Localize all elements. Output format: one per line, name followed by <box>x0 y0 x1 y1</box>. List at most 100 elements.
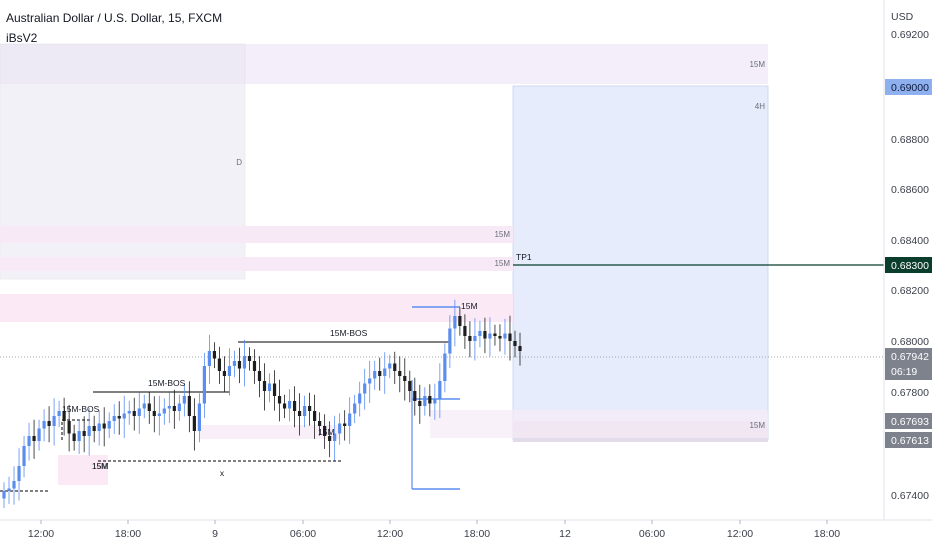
zone-label: 15M <box>749 60 765 69</box>
candle-body <box>393 363 397 371</box>
price-badge <box>885 413 932 429</box>
labels-layer: 15M 4H D 15M 15M 15M 15M 15M-BOS 15M-BOS 15M-BOS 1… <box>62 60 765 478</box>
candle-body <box>97 423 101 431</box>
price-badge <box>885 79 932 95</box>
candle-body <box>363 383 367 394</box>
candle-body <box>458 316 462 326</box>
price-badge-label: 0.68300 <box>891 260 929 272</box>
candle-body <box>67 421 71 434</box>
price-badge-label: 0.67693 <box>891 416 929 428</box>
candle-body <box>277 396 282 404</box>
candle-body <box>453 316 457 329</box>
annotation-label: 15M-BOS <box>148 378 186 388</box>
candle-body <box>227 366 232 376</box>
candle-body <box>57 411 61 416</box>
candle-body <box>242 356 247 369</box>
candle-body <box>468 336 472 341</box>
price-tick: 0.68600 <box>891 184 929 196</box>
time-tick: 12:00 <box>28 528 54 540</box>
price-tick: 0.68800 <box>891 134 929 146</box>
zone-box <box>512 85 769 441</box>
candle-body <box>383 368 387 376</box>
candle-body <box>87 426 91 436</box>
candle-body <box>413 391 417 401</box>
candle-body <box>37 428 41 441</box>
candle-body <box>252 361 257 371</box>
candle-body <box>343 423 347 426</box>
candle-body <box>323 426 327 436</box>
candle-body <box>257 371 262 381</box>
candle-body <box>307 406 312 411</box>
candle-body <box>92 426 96 431</box>
zone-box <box>0 294 513 322</box>
price-badge <box>885 348 932 380</box>
candle-body <box>157 413 161 416</box>
candle-body <box>267 383 272 391</box>
candles-layer <box>2 299 522 509</box>
time-tick: 06:00 <box>639 528 665 540</box>
candle-body <box>313 411 317 421</box>
price-badge-label: 0.67613 <box>891 435 929 447</box>
candle-body <box>47 421 51 426</box>
candle-body <box>272 383 277 396</box>
candle-body <box>62 411 66 421</box>
candle-body <box>182 396 186 404</box>
chart-title: Australian Dollar / U.S. Dollar, 15, FXC… <box>6 11 223 25</box>
candle-body <box>408 381 412 391</box>
price-axis[interactable]: USD 0.69200 0.69000 0.68800 0.68600 0.68400 0.… <box>883 0 932 520</box>
candle-body <box>443 353 447 381</box>
candle-body <box>478 331 482 336</box>
currency-label: USD <box>891 11 914 23</box>
candle-body <box>318 421 322 426</box>
candle-body <box>368 378 372 384</box>
candle-body <box>167 406 171 409</box>
time-tick: 12:00 <box>377 528 403 540</box>
zone-box <box>200 425 340 439</box>
time-tick: 12:00 <box>727 528 753 540</box>
candle-body <box>483 331 487 339</box>
candle-body <box>202 366 206 404</box>
time-axis[interactable]: 12:00 18:00 9 06:00 12:00 18:00 12 06:00 12:00 18… <box>0 519 932 540</box>
zone-label: 15M <box>749 421 765 430</box>
price-tick: 0.68000 <box>891 336 929 348</box>
candle-body <box>508 333 512 341</box>
time-tick: 06:00 <box>290 528 316 540</box>
candle-body <box>398 371 402 376</box>
candle-body <box>488 333 492 339</box>
candle-body <box>237 361 242 369</box>
indicator-name: iBsV2 <box>6 31 38 45</box>
price-badge <box>885 257 932 273</box>
time-tick: 9 <box>212 528 218 540</box>
candle-body <box>17 466 21 481</box>
candle-body <box>328 436 332 441</box>
lines-layer <box>0 264 884 492</box>
annotation-label: 15M <box>461 301 478 311</box>
zone-box <box>58 455 108 485</box>
candle-body <box>27 436 31 446</box>
candle-body <box>177 403 181 411</box>
candle-body <box>333 433 337 441</box>
zone-label: 15M <box>494 259 510 268</box>
candle-body <box>77 431 81 441</box>
candle-body <box>212 351 217 359</box>
candle-body <box>438 381 442 399</box>
time-tick: 18:00 <box>814 528 840 540</box>
price-badge-label: 0.69000 <box>891 82 929 94</box>
annotation-label: TP1 <box>516 252 532 262</box>
candle-body <box>217 358 222 371</box>
candle-body <box>207 351 211 366</box>
candle-body <box>107 421 111 429</box>
candle-body <box>2 491 6 499</box>
zone-box <box>0 257 513 271</box>
zone-box <box>0 43 246 280</box>
candle-body <box>102 423 106 429</box>
candle-body <box>162 408 166 414</box>
candle-body <box>463 326 467 336</box>
time-tick: 18:00 <box>464 528 490 540</box>
candle-body <box>22 446 26 466</box>
candle-body <box>428 396 432 404</box>
candle-body <box>338 423 342 434</box>
candle-body <box>32 436 36 441</box>
candle-body <box>262 381 267 391</box>
